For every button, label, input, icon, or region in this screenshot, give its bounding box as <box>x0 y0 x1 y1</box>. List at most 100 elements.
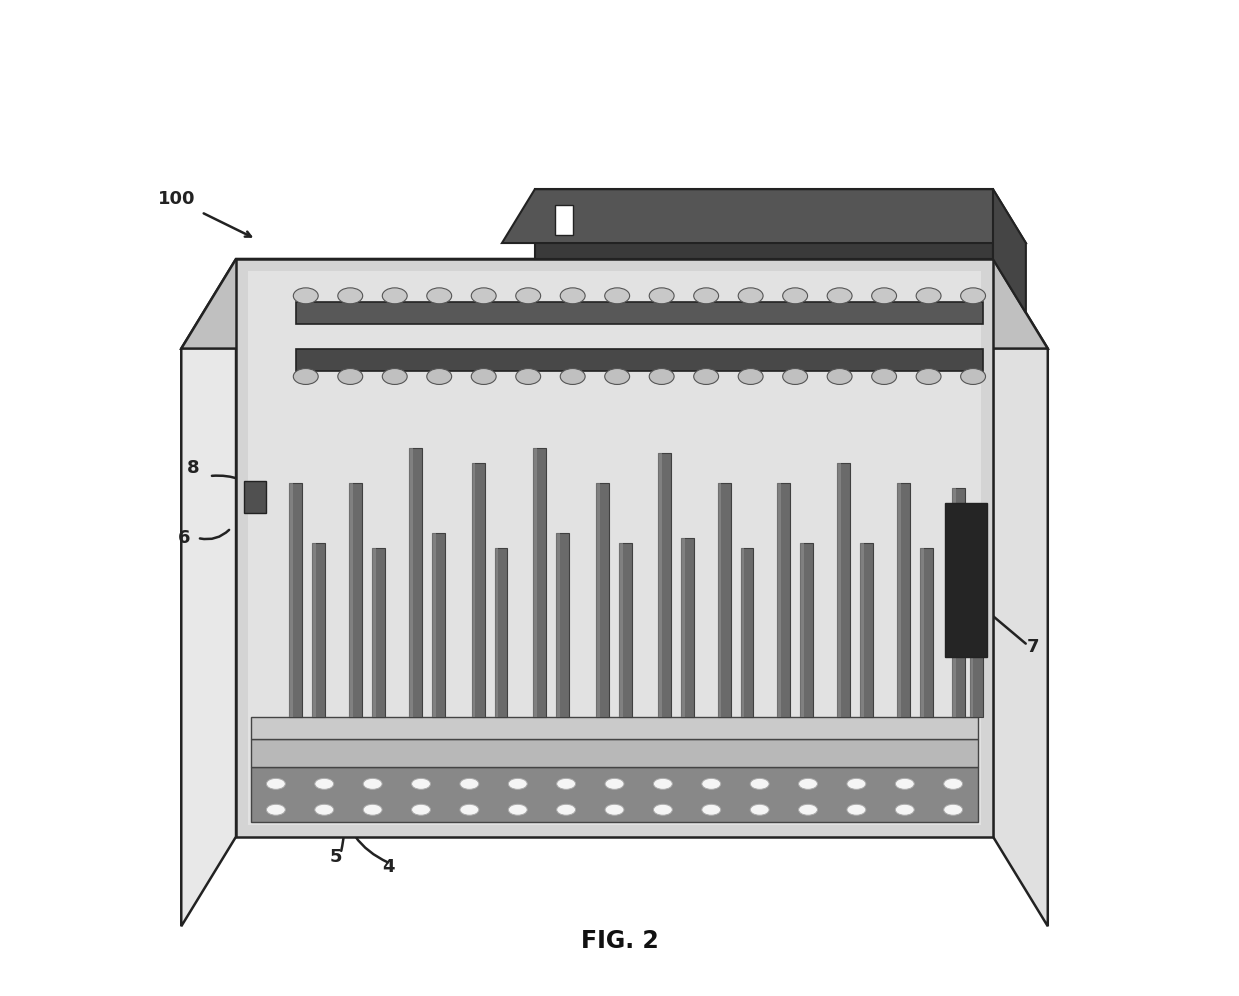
Ellipse shape <box>783 369 808 384</box>
Ellipse shape <box>383 369 408 384</box>
Ellipse shape <box>411 805 430 815</box>
Bar <box>556 533 560 717</box>
Text: 100: 100 <box>157 190 195 208</box>
Bar <box>431 533 445 717</box>
Ellipse shape <box>411 779 430 789</box>
Ellipse shape <box>828 288 852 304</box>
Ellipse shape <box>653 805 673 815</box>
Bar <box>945 503 987 657</box>
Bar <box>349 483 353 717</box>
Ellipse shape <box>649 369 674 384</box>
Bar <box>248 271 981 825</box>
Ellipse shape <box>750 805 769 815</box>
Ellipse shape <box>605 369 629 384</box>
Bar <box>596 483 610 717</box>
Ellipse shape <box>960 288 985 304</box>
Bar <box>800 543 813 717</box>
Ellipse shape <box>701 805 721 815</box>
Text: 5: 5 <box>330 848 342 866</box>
Text: 7: 7 <box>1027 638 1040 656</box>
Ellipse shape <box>738 369 763 384</box>
Ellipse shape <box>828 369 852 384</box>
Ellipse shape <box>460 805 478 815</box>
Ellipse shape <box>556 805 576 815</box>
Bar <box>556 533 569 717</box>
Ellipse shape <box>750 779 769 789</box>
Ellipse shape <box>605 288 629 304</box>
Ellipse shape <box>694 369 719 384</box>
Ellipse shape <box>944 779 963 789</box>
Ellipse shape <box>916 288 942 304</box>
Bar <box>970 548 983 717</box>
Bar <box>596 483 600 717</box>
Bar <box>620 543 632 717</box>
Polygon shape <box>181 259 237 926</box>
Bar <box>533 448 546 717</box>
Bar <box>252 717 978 739</box>
Text: 4: 4 <box>382 858 395 875</box>
Bar <box>741 548 753 717</box>
Bar <box>312 543 325 717</box>
Bar <box>680 538 685 717</box>
Bar <box>838 463 841 717</box>
Bar <box>970 548 974 717</box>
Polygon shape <box>181 259 1048 349</box>
Ellipse shape <box>294 288 318 304</box>
Bar <box>717 483 721 717</box>
Ellipse shape <box>426 288 452 304</box>
Ellipse shape <box>266 779 285 789</box>
Bar <box>312 543 316 717</box>
Ellipse shape <box>315 779 333 789</box>
Text: 6: 6 <box>178 529 191 547</box>
Bar <box>777 483 782 717</box>
Bar <box>372 548 375 717</box>
Ellipse shape <box>872 288 897 304</box>
Ellipse shape <box>556 779 576 789</box>
Polygon shape <box>992 259 1048 926</box>
Ellipse shape <box>363 805 382 815</box>
Ellipse shape <box>847 779 866 789</box>
Bar <box>349 483 362 717</box>
Bar <box>409 448 413 717</box>
Bar <box>717 483 731 717</box>
Bar <box>237 259 992 837</box>
Ellipse shape <box>426 369 452 384</box>
Bar <box>800 543 804 717</box>
Bar <box>290 483 294 717</box>
Bar <box>919 548 933 717</box>
Bar <box>658 453 662 717</box>
Ellipse shape <box>363 779 382 789</box>
Bar <box>372 548 385 717</box>
Polygon shape <box>992 189 1026 313</box>
Ellipse shape <box>605 805 624 815</box>
Text: FIG. 2: FIG. 2 <box>581 929 658 953</box>
Polygon shape <box>535 189 992 259</box>
Bar <box>658 453 670 717</box>
Bar <box>952 488 955 717</box>
Ellipse shape <box>471 288 496 304</box>
Bar <box>860 543 864 717</box>
Ellipse shape <box>694 288 719 304</box>
Ellipse shape <box>508 805 528 815</box>
Bar <box>741 548 745 717</box>
Ellipse shape <box>960 369 985 384</box>
Bar <box>897 483 909 717</box>
Bar <box>296 349 983 371</box>
Bar <box>252 767 978 822</box>
Ellipse shape <box>649 288 674 304</box>
Bar <box>555 205 572 235</box>
Bar <box>494 548 498 717</box>
Ellipse shape <box>738 288 763 304</box>
Bar <box>296 302 983 324</box>
Bar <box>952 488 965 717</box>
Bar <box>897 483 901 717</box>
Text: 8: 8 <box>187 459 199 477</box>
Ellipse shape <box>916 369 942 384</box>
Polygon shape <box>502 189 1026 243</box>
Bar <box>290 483 302 717</box>
Bar <box>620 543 623 717</box>
Ellipse shape <box>799 779 818 789</box>
Ellipse shape <box>896 805 914 815</box>
Ellipse shape <box>508 779 528 789</box>
Bar <box>919 548 924 717</box>
